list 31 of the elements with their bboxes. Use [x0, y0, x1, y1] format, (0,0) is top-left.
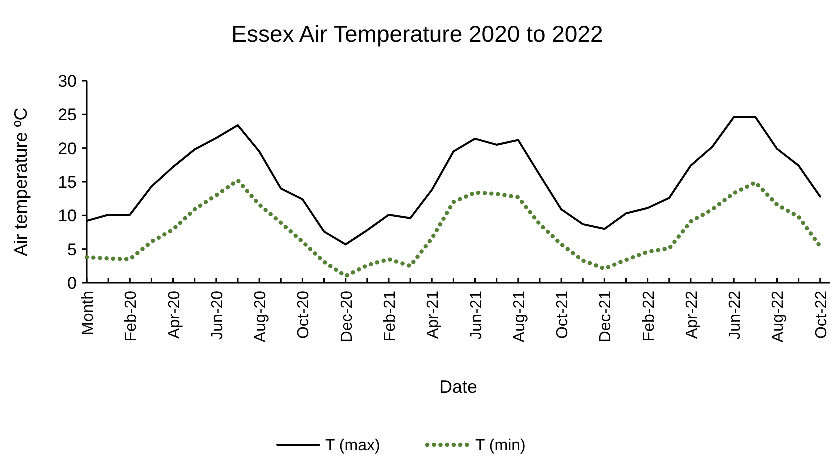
x-tick-label: Jun-21: [468, 290, 486, 340]
x-tick-label: Dec-20: [338, 290, 356, 343]
x-tick-label: Aug-22: [770, 290, 788, 343]
x-tick-label: Jun-22: [727, 290, 744, 340]
x-tick-label: Oct-21: [554, 290, 572, 340]
x-tick-label: Apr-21: [425, 290, 442, 340]
y-tick-label: 15: [58, 172, 77, 192]
line-series: [84, 178, 822, 278]
y-tick-label: 30: [58, 72, 77, 91]
x-tick-label: Feb-22: [640, 290, 658, 342]
x-tick-label: Oct-20: [296, 290, 313, 340]
y-tick-label: 20: [58, 139, 77, 158]
x-tick-label: Aug-20: [252, 290, 270, 343]
x-tick-label: Jun-20: [209, 290, 226, 340]
y-tick-label: 0: [68, 274, 77, 293]
x-tick-label: Dec-21: [598, 290, 615, 343]
x-tick-label: Feb-21: [382, 290, 399, 342]
x-tick-label: Aug-21: [511, 290, 528, 343]
legend-label: T (max): [326, 438, 380, 455]
y-tick-label: 25: [58, 106, 77, 125]
x-tick-label: Oct-22: [813, 290, 830, 340]
y-tick-label: 5: [68, 240, 77, 260]
chart-title: Essex Air Temperature 2020 to 2022: [232, 21, 604, 47]
legend-label: T (min): [476, 438, 526, 455]
x-tick-label: Month: [80, 291, 97, 336]
y-axis-title: Air temperature ºC: [11, 108, 31, 256]
x-tick-label: Feb-20: [123, 290, 140, 342]
x-tick-label: Apr-20: [166, 290, 184, 340]
y-tick-label: 10: [58, 206, 77, 226]
x-tick-label: Apr-22: [684, 290, 701, 340]
x-axis-title: Date: [439, 377, 478, 397]
